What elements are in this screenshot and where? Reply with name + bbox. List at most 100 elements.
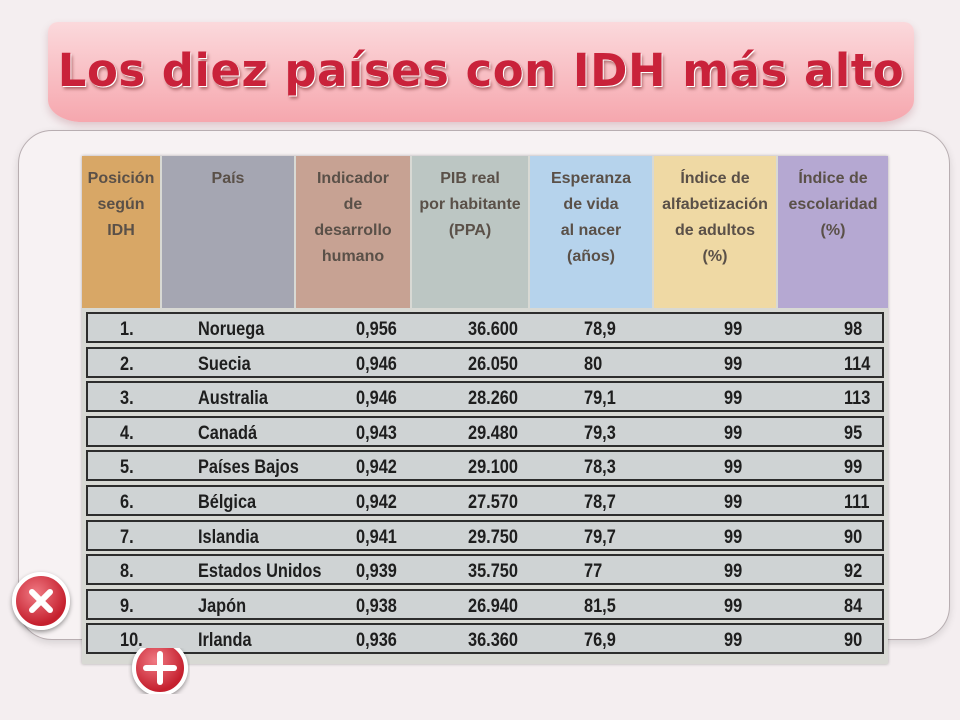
cell-esperanza: 79,7	[584, 526, 616, 548]
cell-escolaridad: 92	[844, 561, 863, 583]
cell-escolaridad: 95	[844, 422, 863, 444]
header-escolaridad: Índice de escolaridad (%)	[778, 156, 888, 308]
header-line: Esperanza	[550, 170, 632, 187]
cell-esperanza: 77	[584, 561, 603, 583]
cell-alfabetizacion: 99	[724, 319, 743, 340]
cell-alfabetizacion: 99	[724, 388, 743, 410]
cell-esperanza: 81,5	[584, 595, 616, 617]
cell-posicion: 1.	[120, 319, 134, 340]
cell-posicion: 6.	[120, 492, 134, 513]
cell-escolaridad: 90	[844, 630, 863, 652]
cell-pais: Islandia	[198, 526, 259, 548]
cell-posicion: 9.	[120, 595, 134, 617]
header-pais: País	[162, 156, 294, 308]
header-line: alfabetización	[662, 196, 768, 213]
header-line: Índice de	[680, 170, 750, 187]
cell-pais: Países Bajos	[198, 457, 299, 479]
cell-esperanza: 79,1	[584, 388, 616, 410]
cell-indicador: 0,941	[356, 526, 397, 548]
cell-alfabetizacion: 99	[724, 353, 743, 375]
cell-posicion: 4.	[120, 422, 134, 444]
header-posicion: Posición según IDH	[82, 156, 160, 308]
add-button[interactable]	[128, 648, 190, 694]
cell-pib: 29.750	[468, 526, 518, 548]
title-banner	[48, 22, 914, 122]
cell-esperanza: 78,7	[584, 492, 616, 513]
cell-indicador: 0,942	[356, 457, 397, 479]
table-row: 9. Japón 0,938 26.940 81,5 99 84	[86, 588, 884, 620]
header-esperanza: Esperanza de vida al nacer (años)	[530, 156, 652, 308]
header-line: IDH	[107, 222, 135, 239]
cell-esperanza: 76,9	[584, 630, 616, 652]
cell-escolaridad: 98	[844, 319, 863, 340]
header-line: de vida	[563, 196, 619, 213]
header-line: de adultos	[674, 222, 755, 239]
cell-pib: 35.750	[468, 561, 518, 583]
header-line: Indicador	[316, 170, 389, 187]
header-line: PIB real	[440, 170, 500, 187]
cell-pais: Australia	[198, 388, 268, 410]
cell-esperanza: 79,3	[584, 422, 616, 444]
cell-pib: 36.600	[468, 319, 518, 340]
cell-esperanza: 78,3	[584, 457, 616, 479]
table-row: 6. Bélgica 0,942 27.570 78,7 99 111	[86, 485, 884, 516]
cell-indicador: 0,943	[356, 422, 397, 444]
header-line: por habitante	[419, 196, 521, 213]
cell-escolaridad: 84	[844, 595, 863, 617]
header-line: al nacer	[560, 222, 622, 239]
table-row: 3. Australia 0,946 28.260 79,1 99 113	[86, 381, 884, 413]
page-title: Los diez países con IDH más alto	[57, 44, 905, 97]
header-line: País	[211, 170, 245, 187]
cell-posicion: 7.	[120, 526, 134, 548]
header-line: de	[343, 196, 363, 213]
cell-indicador: 0,938	[356, 595, 397, 617]
cell-esperanza: 78,9	[584, 319, 616, 340]
table-row: 10. Irlanda 0,936 36.360 76,9 99 90	[86, 623, 884, 655]
header-pib: PIB real por habitante (PPA)	[412, 156, 528, 308]
cell-indicador: 0,946	[356, 388, 397, 410]
table-row: 5. Países Bajos 0,942 29.100 78,3 99 99	[86, 450, 884, 482]
cell-indicador: 0,942	[356, 492, 397, 513]
cell-posicion: 10.	[120, 630, 143, 652]
header-line: escolaridad	[788, 196, 878, 213]
header-line: desarrollo	[314, 222, 392, 239]
cell-pib: 26.050	[468, 353, 518, 375]
cell-pais: Estados Unidos	[198, 561, 322, 583]
cell-alfabetizacion: 99	[724, 422, 743, 444]
cell-alfabetizacion: 99	[724, 595, 743, 617]
table-row: 1. Noruega 0,956 36.600 78,9 99 98	[86, 312, 884, 343]
close-icon	[29, 589, 53, 613]
cell-escolaridad: 114	[844, 353, 871, 375]
plus-icon	[143, 651, 177, 685]
cell-alfabetizacion: 99	[724, 526, 743, 548]
header-line: (%)	[702, 248, 728, 265]
table-row: 2. Suecia 0,946 26.050 80 99 114	[86, 346, 884, 378]
cell-indicador: 0,939	[356, 561, 397, 583]
cell-posicion: 5.	[120, 457, 134, 479]
header-line: (años)	[567, 248, 615, 265]
cell-escolaridad: 99	[844, 457, 863, 479]
header-line: Índice de	[798, 170, 868, 187]
cell-esperanza: 80	[584, 353, 603, 375]
cell-pib: 29.480	[468, 422, 518, 444]
cell-pais: Canadá	[198, 422, 258, 444]
idh-table: Posición según IDH País Indicador de desarroll…	[82, 156, 888, 664]
cell-pib: 26.940	[468, 595, 518, 617]
cell-posicion: 8.	[120, 561, 134, 583]
cell-indicador: 0,956	[356, 319, 397, 340]
header-line: Posición	[87, 170, 155, 187]
cell-escolaridad: 113	[844, 388, 871, 410]
cell-pib: 27.570	[468, 492, 518, 513]
header-line: (%)	[820, 222, 846, 239]
delete-button[interactable]	[12, 572, 70, 630]
header-line: (PPA)	[448, 222, 492, 239]
cell-pais: Bélgica	[198, 492, 257, 513]
table-header: Posición según IDH País Indicador de desarroll…	[82, 156, 888, 308]
table-row: 8. Estados Unidos 0,939 35.750 77 99 92	[86, 554, 884, 586]
cell-indicador: 0,936	[356, 630, 397, 652]
header-alfabetizacion: Índice de alfabetización de adultos (%)	[654, 156, 776, 308]
cell-escolaridad: 90	[844, 526, 863, 548]
cell-alfabetizacion: 99	[724, 492, 743, 513]
cell-pib: 28.260	[468, 388, 518, 410]
cell-pais: Suecia	[198, 353, 251, 375]
